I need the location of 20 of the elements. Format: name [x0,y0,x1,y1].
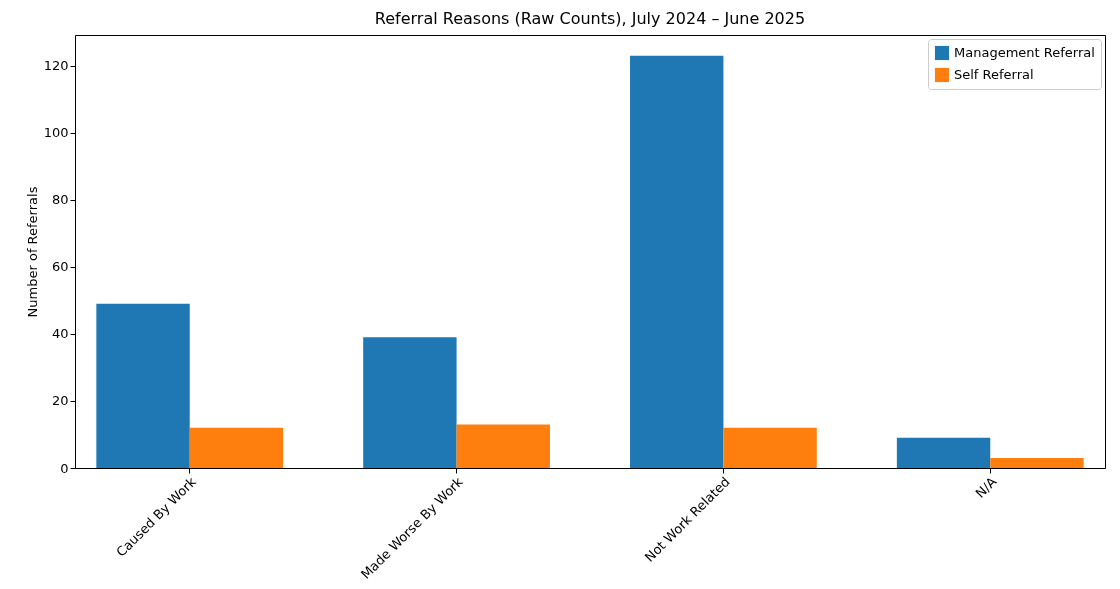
y-tick-label: 60 [51,259,69,275]
bar [96,303,190,468]
legend-label: Self Referral [954,67,1034,82]
bar [189,427,284,468]
y-axis-title: Number of Referrals [24,186,40,318]
bar [723,427,817,468]
y-tick-label: 100 [43,125,69,141]
y-tick-label: 0 [60,460,69,476]
bar [896,437,991,468]
legend-label: Management Referral [954,45,1095,60]
bar [456,424,550,468]
y-tick-label: 80 [51,192,69,208]
y-tick-label: 120 [43,58,69,74]
y-tick-label: 40 [51,326,69,342]
bar [990,457,1084,468]
bar [363,337,457,468]
chart-title: Referral Reasons (Raw Counts), July 2024 – June 2025 [374,9,806,28]
bar [630,55,724,468]
x-tick-label: N/A [972,474,1000,501]
y-tick-label: 20 [51,393,69,409]
